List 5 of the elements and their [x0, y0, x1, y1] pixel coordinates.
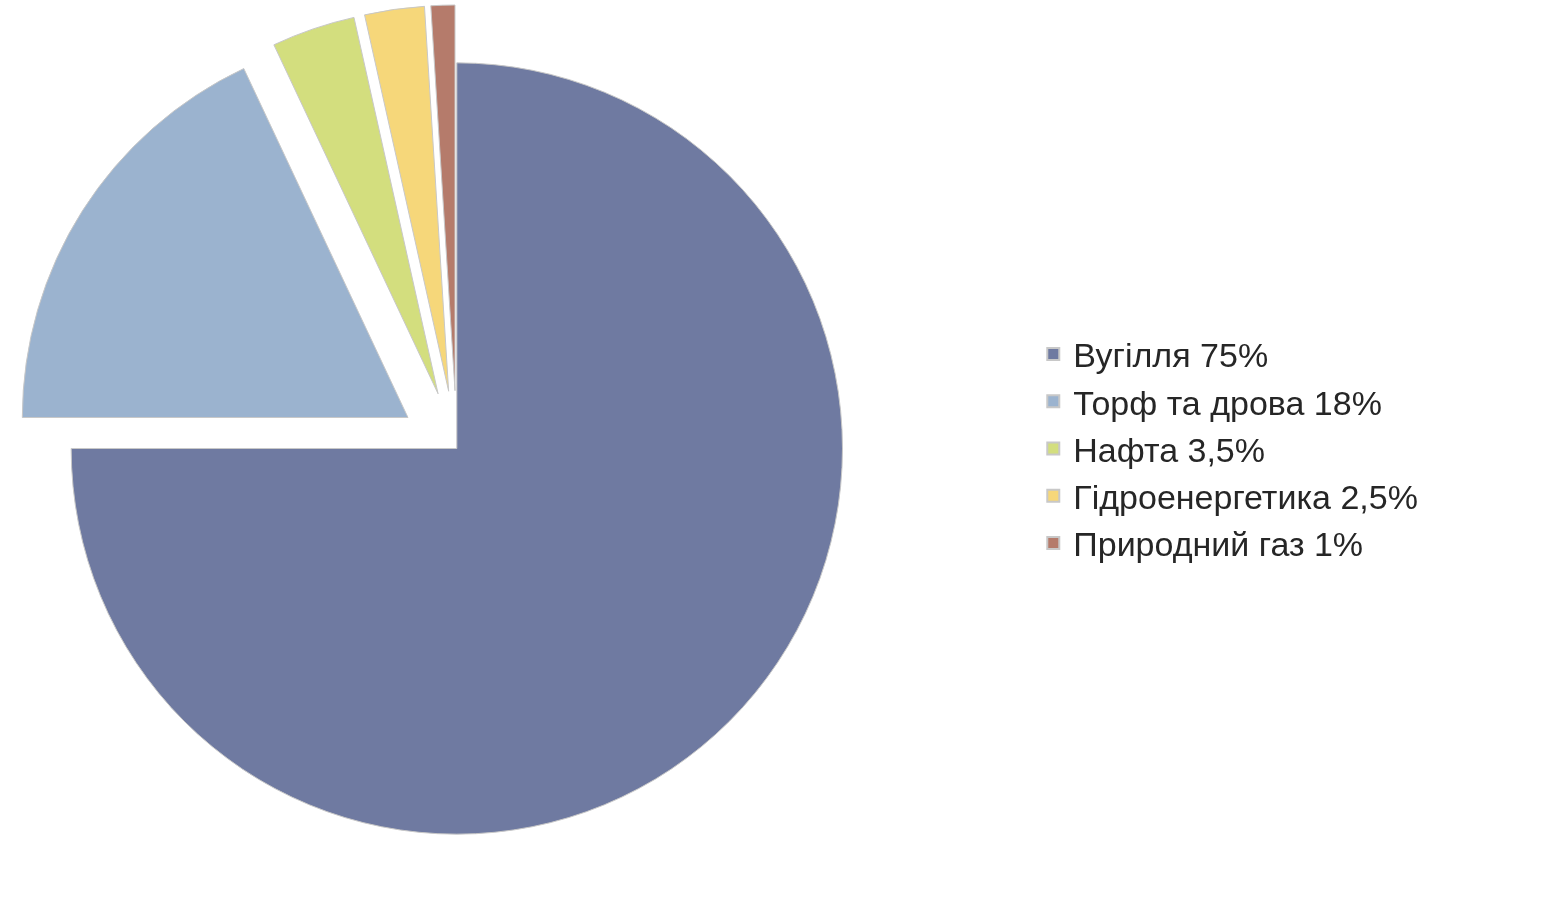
legend-label: Гідроенергетика 2,5%: [1073, 477, 1418, 516]
legend-label: Нафта 3,5%: [1073, 430, 1266, 469]
legend-label: Торф та дрова 18%: [1073, 383, 1382, 422]
legend-label: Природний газ 1%: [1073, 525, 1364, 564]
legend-label: Вугілля 75%: [1073, 336, 1269, 375]
